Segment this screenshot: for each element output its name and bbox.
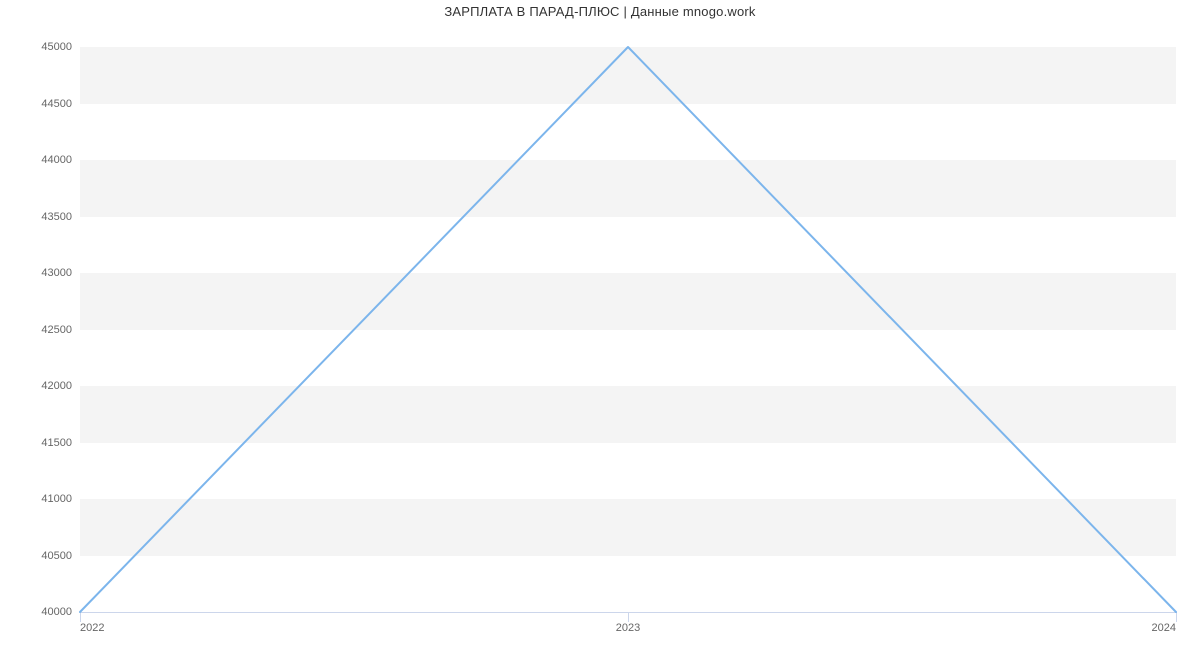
salary-chart: ЗАРПЛАТА В ПАРАД-ПЛЮС | Данные mnogo.wor… xyxy=(0,0,1200,650)
y-tick-label: 43000 xyxy=(41,267,80,279)
x-tick-label: 2022 xyxy=(80,612,104,634)
y-tick-label: 40000 xyxy=(41,606,80,618)
y-tick-label: 40500 xyxy=(41,550,80,562)
line-series xyxy=(80,47,1176,612)
y-tick-label: 45000 xyxy=(41,41,80,53)
plot-area: 4000040500410004150042000425004300043500… xyxy=(80,47,1176,612)
x-tick-label: 2024 xyxy=(1152,612,1176,634)
x-tick-label: 2023 xyxy=(616,612,640,634)
y-tick-label: 44500 xyxy=(41,98,80,110)
y-tick-label: 42500 xyxy=(41,324,80,336)
y-tick-label: 41000 xyxy=(41,493,80,505)
chart-title: ЗАРПЛАТА В ПАРАД-ПЛЮС | Данные mnogo.wor… xyxy=(0,4,1200,19)
y-tick-label: 43500 xyxy=(41,211,80,223)
y-tick-label: 44000 xyxy=(41,154,80,166)
y-tick-label: 42000 xyxy=(41,380,80,392)
y-tick-label: 41500 xyxy=(41,437,80,449)
